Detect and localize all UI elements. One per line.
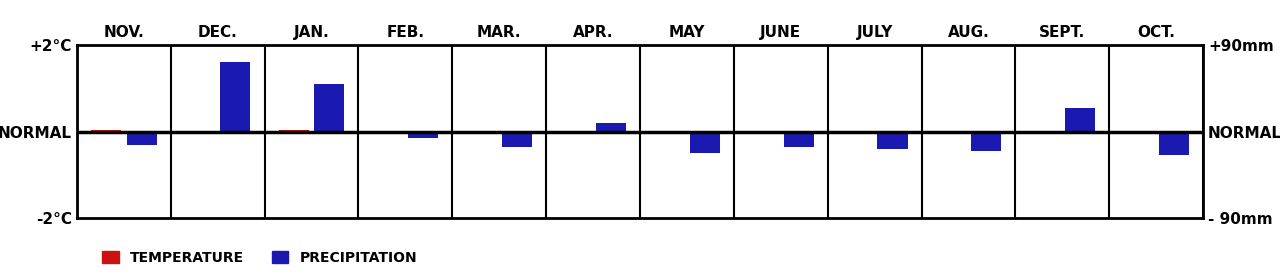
Bar (748, 131, 778, 132)
Bar (315, 84, 344, 132)
Bar (690, 132, 719, 153)
Bar (1065, 108, 1096, 132)
Bar (502, 132, 532, 147)
Bar (279, 130, 308, 132)
Bar (783, 132, 814, 147)
Bar (842, 131, 872, 132)
Bar (372, 130, 402, 132)
Bar (596, 123, 626, 132)
Bar (1160, 132, 1189, 155)
Bar (654, 131, 684, 132)
Bar (127, 132, 156, 144)
Bar (878, 132, 908, 149)
Bar (972, 132, 1001, 151)
Bar (1029, 132, 1060, 134)
Legend: TEMPERATURE, PRECIPITATION: TEMPERATURE, PRECIPITATION (96, 245, 422, 270)
Bar (220, 62, 251, 132)
Bar (561, 132, 590, 133)
Bar (91, 130, 120, 132)
Bar (408, 132, 438, 138)
